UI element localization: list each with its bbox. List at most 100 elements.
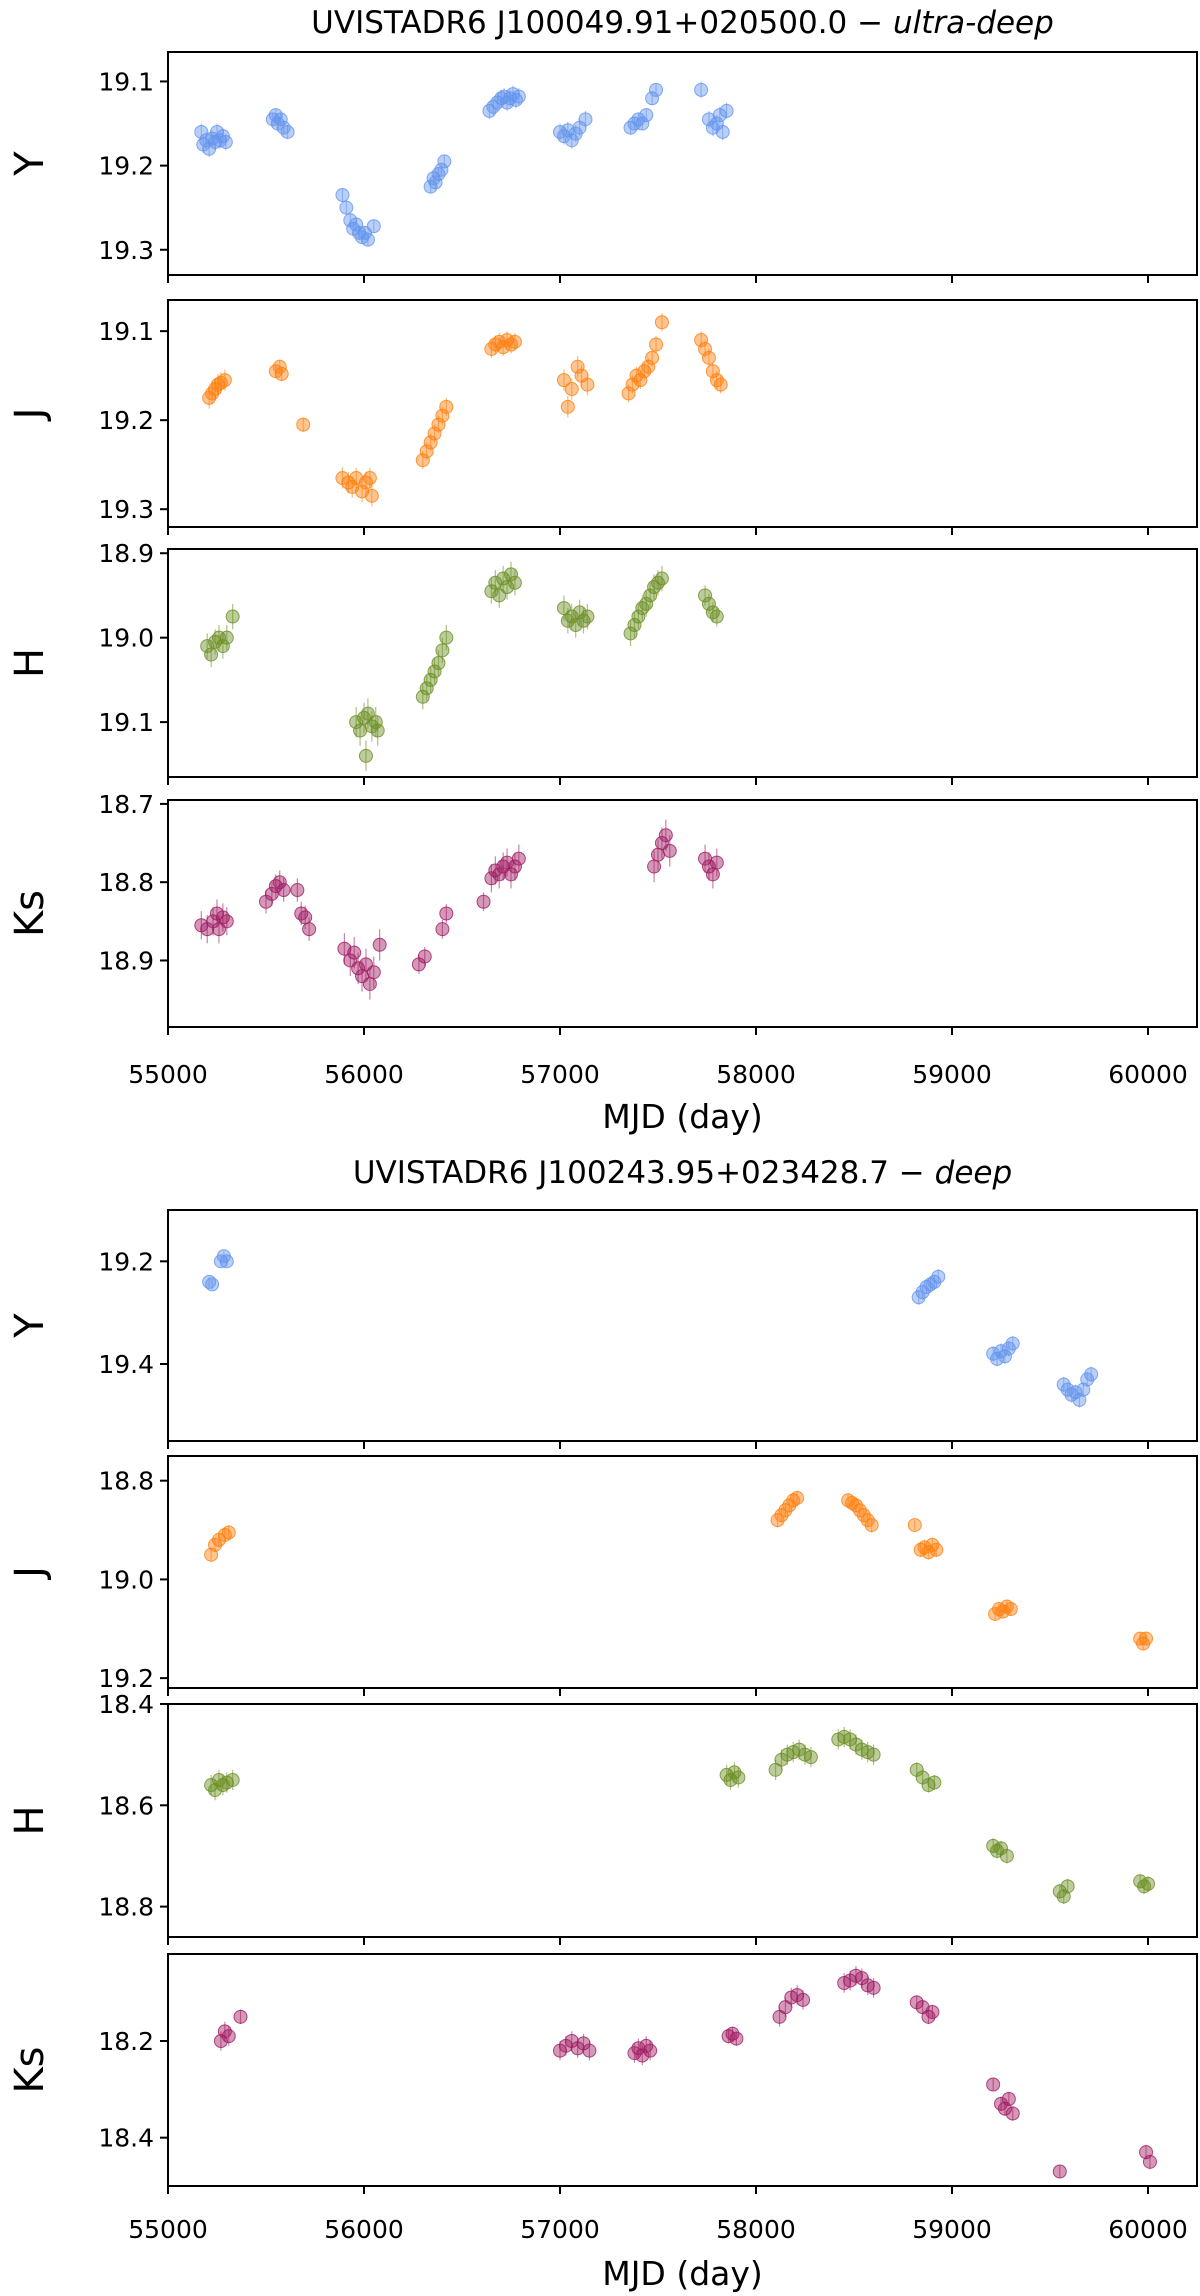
panel-frame — [167, 299, 1198, 528]
panel-y: 19.1 19.2 19.3 Y — [7, 51, 1198, 283]
data-point — [564, 133, 579, 148]
data-point — [580, 609, 595, 624]
panel-frame — [167, 1703, 1198, 1938]
data-point — [296, 417, 311, 432]
data-point — [435, 643, 450, 658]
data-point — [215, 639, 230, 654]
data-point — [511, 851, 526, 866]
data-point — [419, 681, 434, 696]
data-point — [476, 894, 491, 909]
band-label: H — [7, 1805, 53, 1835]
data-point — [715, 124, 730, 139]
panel-frame — [167, 51, 1198, 276]
data-point — [627, 116, 642, 131]
x-tick-label: 55000 — [128, 2215, 208, 2244]
data-point — [504, 567, 518, 582]
x-tick-label: 57000 — [520, 1060, 600, 1089]
x-tick-label: 58000 — [716, 1060, 796, 1089]
band-label: H — [7, 648, 53, 678]
data-point — [629, 368, 644, 383]
data-point — [302, 922, 317, 937]
data-point — [907, 1518, 922, 1533]
y-tick-label: 19.2 — [98, 406, 154, 435]
data-point — [576, 2036, 591, 2051]
data-point — [986, 2077, 1001, 2092]
data-point — [560, 613, 575, 628]
panel-h: 18.9 19.0 19.1 H — [7, 539, 1198, 785]
data-point — [643, 588, 658, 603]
data-point — [366, 219, 381, 234]
panel-frame — [167, 548, 1198, 778]
data-point — [633, 373, 648, 388]
data-point — [654, 315, 669, 330]
x-tick-label: 60000 — [1108, 2215, 1188, 2244]
data-point — [1141, 1876, 1155, 1891]
data-point — [929, 1542, 944, 1557]
x-tick-label: 58000 — [716, 2215, 796, 2244]
data-point — [219, 1254, 234, 1269]
panel-ks: 18.7 18.8 18.9 Ks — [7, 790, 1198, 1035]
data-point — [662, 843, 677, 858]
data-point — [360, 232, 375, 247]
data-point — [637, 364, 652, 379]
data-point — [651, 575, 665, 590]
data-point — [213, 375, 228, 390]
data-point — [1052, 2164, 1067, 2179]
data-point — [909, 1762, 924, 1777]
data-point — [658, 828, 673, 843]
data-point — [1139, 1631, 1154, 1646]
data-point — [484, 584, 499, 599]
data-point — [651, 847, 665, 862]
data-point — [507, 575, 522, 590]
data-point — [631, 112, 646, 127]
y-tick-label: 18.6 — [98, 1791, 154, 1820]
band-label: J — [7, 1566, 53, 1581]
data-point — [701, 350, 716, 365]
data-point — [913, 1542, 928, 1557]
data-point — [705, 605, 720, 620]
data-point — [864, 1518, 879, 1533]
data-point — [276, 883, 291, 898]
data-point — [556, 373, 571, 388]
data-point — [268, 879, 283, 894]
data-point — [786, 1493, 801, 1508]
data-point — [994, 1841, 1008, 1856]
panel-frame — [167, 799, 1198, 1028]
data-point — [439, 906, 454, 921]
data-point — [841, 1493, 856, 1508]
data-point — [496, 340, 511, 355]
data-point — [621, 386, 636, 401]
data-points — [202, 313, 728, 507]
panel-h: 18.4 18.6 18.8 H — [7, 1690, 1198, 1945]
data-point — [217, 1527, 232, 1542]
data-point — [997, 1349, 1012, 1364]
x-tick-label: 56000 — [324, 2215, 404, 2244]
chart-title: UVISTADR6 J100049.91+020500.0 − ultra-de… — [311, 5, 1054, 41]
data-point — [419, 444, 434, 459]
data-point — [427, 426, 442, 441]
data-point — [719, 103, 734, 118]
band-label: Ks — [7, 890, 53, 937]
data-point — [511, 89, 526, 104]
y-tick-label: 19.0 — [98, 624, 154, 653]
y-tick-label: 18.9 — [98, 946, 154, 975]
data-point — [225, 1772, 240, 1787]
data-point — [796, 1992, 811, 2007]
data-point — [484, 871, 499, 886]
data-point — [698, 588, 713, 603]
data-point — [582, 2043, 597, 2058]
y-tick-label: 18.8 — [98, 1467, 154, 1496]
data-point — [701, 859, 716, 874]
data-point — [1060, 1879, 1075, 1894]
data-point — [635, 601, 650, 616]
data-point — [233, 2009, 248, 2024]
data-point — [221, 1525, 236, 1540]
data-point — [1084, 1367, 1099, 1382]
data-point — [341, 475, 356, 490]
panel-j: 19.1 19.2 19.3 J — [7, 299, 1198, 535]
data-point — [709, 609, 724, 624]
panel-ks: 18.2 18.4 Ks — [7, 1953, 1198, 2194]
data-point — [427, 664, 442, 679]
y-tick-label: 19.1 — [98, 317, 154, 346]
data-point — [439, 399, 454, 414]
